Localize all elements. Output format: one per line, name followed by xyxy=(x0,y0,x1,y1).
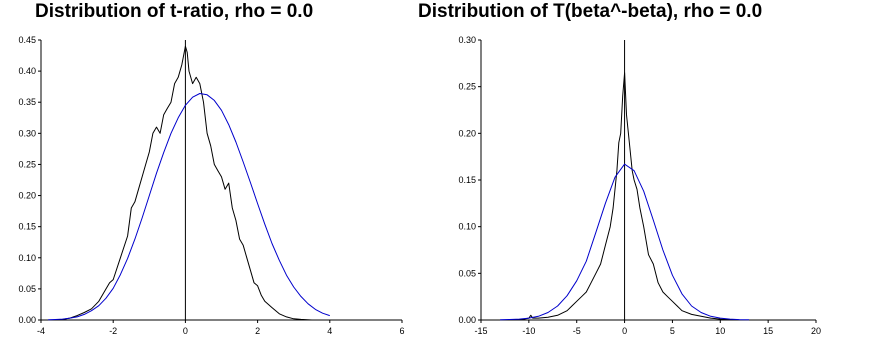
right-normal-density-line xyxy=(500,163,750,321)
right-x-tick-label: 0 xyxy=(622,326,627,336)
left-x-tick-label: 2 xyxy=(255,326,260,336)
right-x-tick-label: 5 xyxy=(670,326,675,336)
right-x-tick-label: 10 xyxy=(715,326,725,336)
left-y-tick-label: 0.25 xyxy=(18,159,36,169)
left-y-tick-label: 0.15 xyxy=(18,222,36,232)
right-y-tick-label: 0.20 xyxy=(458,128,476,138)
left-x-tick-label: -2 xyxy=(109,326,117,336)
right-x-tick-label: -15 xyxy=(474,326,487,336)
right-y-tick-label: 0.00 xyxy=(458,315,476,325)
right-empirical-density-line xyxy=(500,72,797,321)
right-y-tick-label: 0.25 xyxy=(458,82,476,92)
left-x-tick-label: -4 xyxy=(37,326,45,336)
right-x-tick-label: -10 xyxy=(522,326,535,336)
chart-title-left: Distribution of t-ratio, rho = 0.0 xyxy=(35,1,314,22)
right-y-tick-label: 0.10 xyxy=(458,222,476,232)
right-x-tick-label: 20 xyxy=(811,326,821,336)
left-x-tick-label: 6 xyxy=(399,326,404,336)
left-y-tick-label: 0.35 xyxy=(18,97,36,107)
left-normal-density-line xyxy=(48,93,330,321)
left-x-tick-label: 0 xyxy=(183,326,188,336)
right-y-tick-label: 0.05 xyxy=(458,268,476,278)
right-x-tick-label: -5 xyxy=(573,326,581,336)
right-y-tick-label: 0.30 xyxy=(458,35,476,45)
left-y-tick-label: 0.05 xyxy=(18,284,36,294)
left-empirical-density-line xyxy=(48,45,341,321)
left-y-tick-label: 0.30 xyxy=(18,128,36,138)
right-x-tick-label: 15 xyxy=(763,326,773,336)
left-x-tick-label: 4 xyxy=(327,326,332,336)
left-y-tick-label: 0.40 xyxy=(18,66,36,76)
left-y-tick-label: 0.45 xyxy=(18,35,36,45)
left-y-tick-label: 0.00 xyxy=(18,315,36,325)
left-y-tick-label: 0.10 xyxy=(18,253,36,263)
right-y-tick-label: 0.15 xyxy=(458,175,476,185)
left-y-tick-label: 0.20 xyxy=(18,191,36,201)
chart-title-right: Distribution of T(beta^-beta), rho = 0.0 xyxy=(418,1,763,22)
